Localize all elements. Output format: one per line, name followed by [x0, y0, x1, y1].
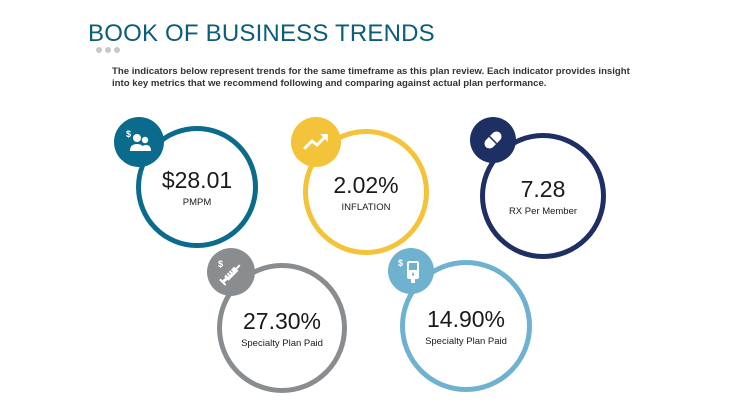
title-dots-decoration	[96, 47, 120, 53]
indicator-label: RX Per Member	[508, 205, 578, 217]
indicator-label: PMPM	[182, 196, 212, 208]
glucose-meter-dollar-icon: $	[388, 248, 434, 294]
indicator-label: INFLATION	[341, 201, 391, 213]
svg-text:$: $	[218, 259, 223, 269]
indicator-ring: $28.01 PMPM	[136, 126, 258, 248]
svg-text:$: $	[126, 129, 131, 139]
indicator-ring: 2.02% INFLATION	[303, 129, 429, 255]
indicator-value: 27.30%	[242, 307, 321, 334]
page-title: BOOK OF BUSINESS TRENDS	[88, 20, 435, 47]
pill-icon	[470, 117, 516, 163]
indicator-label: Specialty Plan Paid	[425, 335, 507, 347]
svg-text:$: $	[398, 258, 403, 268]
indicator-rx-per-member: 7.28 RX Per Member	[470, 117, 620, 260]
trend-up-icon	[291, 117, 341, 167]
members-dollar-icon: $	[114, 117, 164, 167]
indicator-specialty-plan-paid-gray: 27.30% Specialty Plan Paid $	[207, 248, 355, 393]
indicator-pmpm: $28.01 PMPM $	[114, 117, 264, 252]
indicator-inflation: 2.02% INFLATION	[291, 117, 441, 257]
page-description: The indicators below represent trends fo…	[112, 66, 630, 89]
indicator-value: 14.90%	[426, 305, 505, 332]
indicator-label: Specialty Plan Paid	[241, 337, 323, 349]
indicator-value: 7.28	[520, 175, 566, 202]
syringe-dollar-icon: $	[207, 248, 255, 296]
indicator-specialty-plan-paid-blue: 14.90% Specialty Plan Paid $	[388, 248, 538, 393]
indicator-value: $28.01	[161, 166, 233, 193]
indicator-value: 2.02%	[333, 171, 399, 198]
